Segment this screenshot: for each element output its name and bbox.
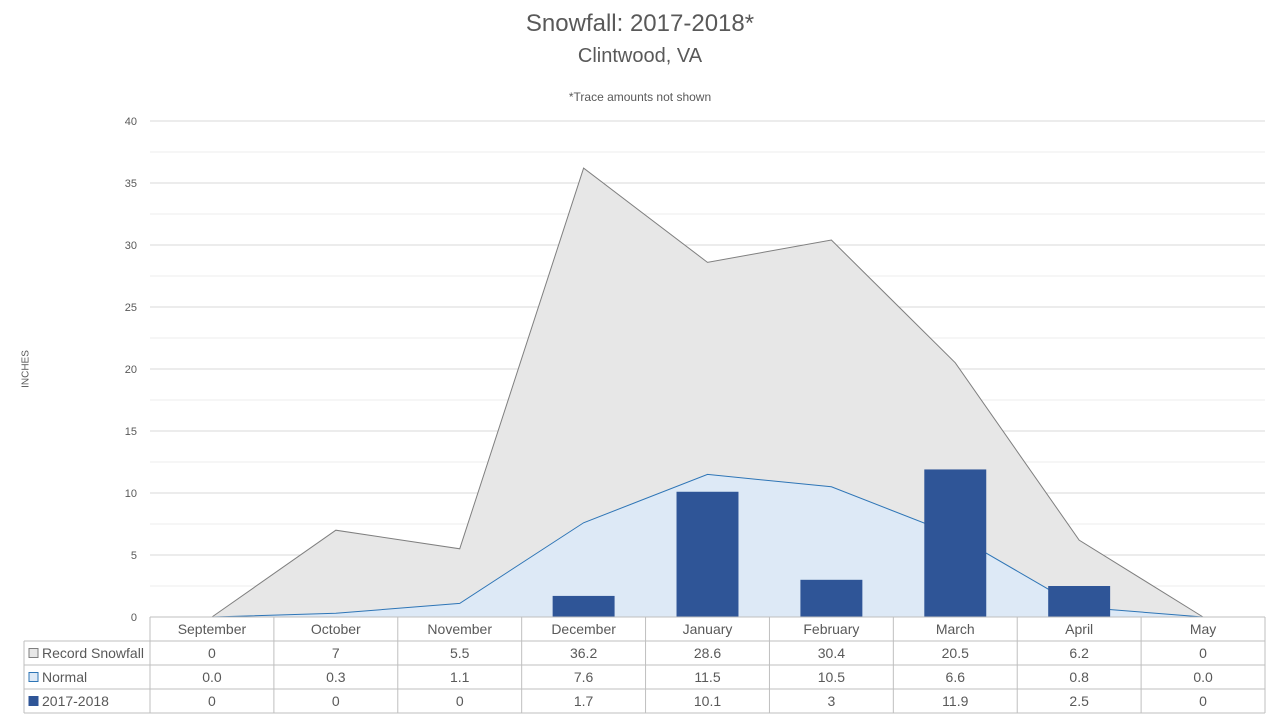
data-table: September October November December January F… <box>23 616 1266 714</box>
table-cell-value: 0 <box>208 693 216 709</box>
table-cell-value: 0 <box>208 645 216 661</box>
table-cell-value: 30.4 <box>818 645 845 661</box>
table-cell-value: 11.9 <box>942 693 968 709</box>
x-tick-label: December <box>551 621 616 637</box>
table-cell-value: 11.5 <box>694 669 720 685</box>
chart-title: Snowfall: 2017-2018* <box>525 10 755 37</box>
table-cell-value: 0.8 <box>1069 669 1089 685</box>
table-cell-value: 0 <box>332 693 340 709</box>
table-cell-value: 2.5 <box>1069 693 1089 709</box>
line-record-snowfall <box>211 167 1204 618</box>
table-cell-value: 0 <box>456 693 464 709</box>
y-tick-label: 40 <box>125 116 137 128</box>
x-tick-label: September <box>178 621 247 637</box>
x-tick-label: January <box>683 621 733 637</box>
table-cell-value: 7.6 <box>574 669 594 685</box>
table-cell-value: 1.7 <box>574 693 594 709</box>
table-cell-value: 3 <box>827 693 835 709</box>
table-cell-value: 5.5 <box>450 645 470 661</box>
bar-april <box>1048 586 1111 617</box>
y-tick-label: 20 <box>125 364 137 376</box>
y-tick-label: 5 <box>131 550 137 562</box>
table-cell-value: 10.5 <box>818 669 845 685</box>
table-cell-value: 6.6 <box>946 669 966 685</box>
table-cell-value: 6.2 <box>1069 645 1089 661</box>
bar-february <box>800 579 863 617</box>
x-tick-label: May <box>1190 621 1216 637</box>
y-axis-ticks: 0 5 10 15 20 25 30 35 40 <box>125 116 137 624</box>
table-cell-value: 28.6 <box>694 645 721 661</box>
chart-note: *Trace amounts not shown <box>568 90 712 104</box>
table-cell-value: 1.1 <box>450 669 470 685</box>
legend-label: 2017-2018 <box>42 693 109 709</box>
legend-label: Normal <box>42 669 87 685</box>
y-tick-label: 25 <box>125 302 137 314</box>
x-tick-label: April <box>1065 621 1093 637</box>
legend-key <box>28 672 39 682</box>
y-tick-label: 10 <box>125 488 137 500</box>
bar-series <box>552 469 1111 617</box>
legend-key <box>28 696 39 706</box>
y-tick-label: 30 <box>125 240 137 252</box>
line-normal <box>211 473 1204 618</box>
x-tick-label: February <box>803 621 859 637</box>
table-cell-value: 0.0 <box>202 669 222 685</box>
y-tick-label: 15 <box>125 426 137 438</box>
table-cell-value: 0.0 <box>1193 669 1213 685</box>
bar-december <box>552 595 615 617</box>
table-cell-value: 7 <box>332 645 340 661</box>
table-cell-value: 10.1 <box>694 693 721 709</box>
x-tick-label: November <box>427 621 492 637</box>
table-cell-value: 0 <box>1199 693 1207 709</box>
table-cell-value: 0 <box>1199 645 1207 661</box>
legend-label: Record Snowfall <box>42 645 144 661</box>
x-tick-label: October <box>311 621 361 637</box>
x-tick-label: March <box>936 621 975 637</box>
bar-march <box>924 469 987 617</box>
table-cell-value: 36.2 <box>570 645 597 661</box>
table-cell-value: 20.5 <box>942 645 969 661</box>
y-tick-label: 35 <box>125 178 137 190</box>
legend-key <box>28 648 39 658</box>
table-cell-value: 0.3 <box>326 669 346 685</box>
chart-subtitle: Clintwood, VA <box>577 45 703 67</box>
bar-january <box>676 491 739 617</box>
y-tick-label: 0 <box>131 612 137 624</box>
